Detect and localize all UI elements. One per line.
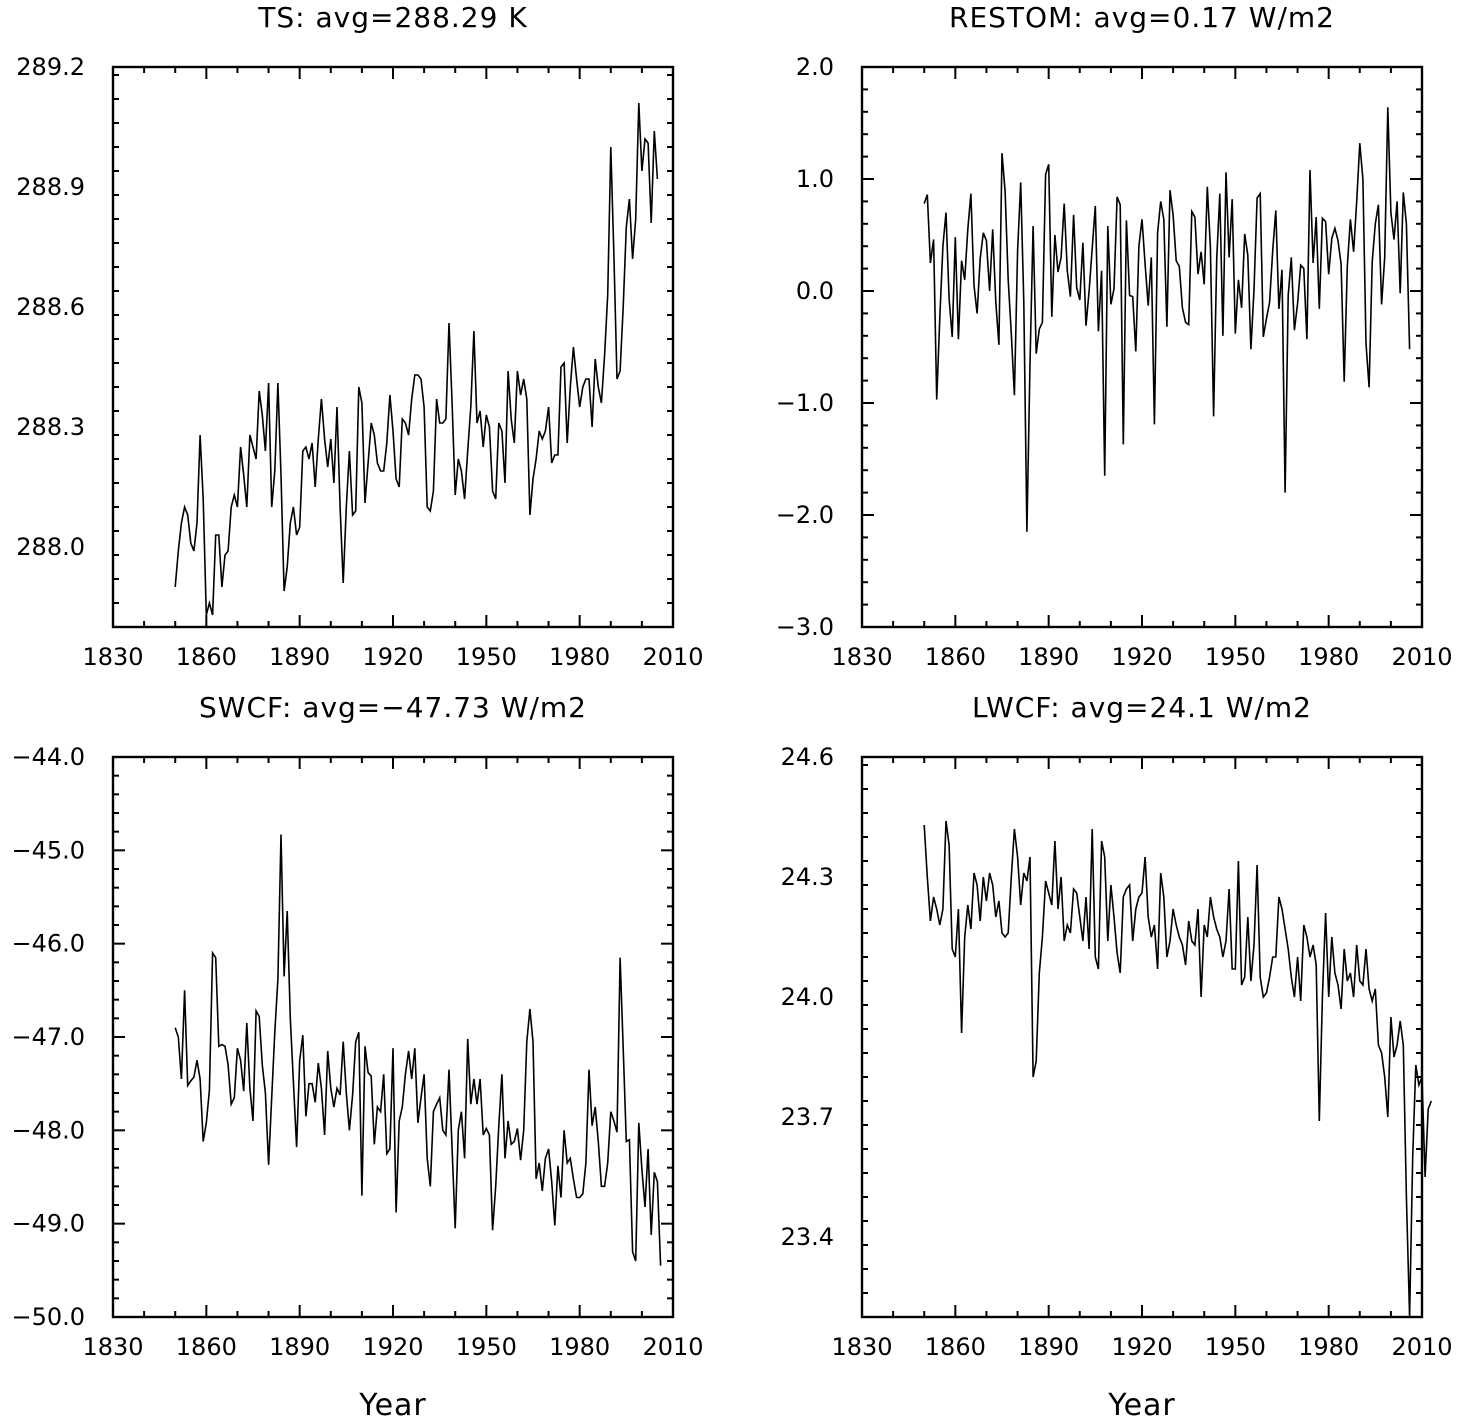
x-tick-label: 1890 (269, 1333, 330, 1361)
panel-title: TS: avg=288.29 K (257, 1, 527, 34)
panel-lwcf: LWCF: avg=24.1 W/m2 Year 1830 1860 1890 192… (781, 691, 1453, 1416)
x-tick-label: 1920 (1111, 1333, 1172, 1361)
panel-ts: TS: avg=288.29 K 1830 1860 1890 1920 1950 198… (16, 1, 703, 671)
panel-title: SWCF: avg=−47.73 W/m2 (199, 691, 587, 724)
series-line (923, 107, 1411, 532)
y-tick-label: −46.0 (11, 930, 85, 958)
x-tick-label: 1920 (362, 643, 423, 671)
y-tick-label: −47.0 (11, 1023, 85, 1051)
x-tick-label: 2010 (642, 1333, 703, 1361)
x-tick-label: 1860 (176, 1333, 237, 1361)
panel-title: RESTOM: avg=0.17 W/m2 (949, 1, 1335, 34)
y-tick-label: −1.0 (776, 389, 834, 417)
y-tick-label: 1.0 (796, 165, 834, 193)
x-tick-label: 1920 (362, 1333, 423, 1361)
y-tick-label: 24.6 (781, 743, 834, 771)
plot-frame (111, 65, 675, 629)
series-line (174, 102, 659, 616)
x-tick-label: 1830 (831, 643, 892, 671)
y-tick-label: −50.0 (11, 1303, 85, 1331)
x-tick-label: 1980 (1298, 643, 1359, 671)
x-tick-label: 1860 (176, 643, 237, 671)
y-tick-label: 288.0 (16, 533, 85, 561)
y-tick-label: 0.0 (796, 277, 834, 305)
plot-frame (111, 755, 675, 1319)
x-tick-label: 1980 (549, 643, 610, 671)
y-tick-label: 288.6 (16, 293, 85, 321)
x-tick-label: 1890 (1018, 643, 1079, 671)
x-tick-label: 1890 (269, 643, 330, 671)
x-tick-label: 1980 (1298, 1333, 1359, 1361)
x-tick-label: 1980 (549, 1333, 610, 1361)
y-tick-label: −3.0 (776, 613, 834, 641)
y-tick-label: 23.4 (781, 1223, 834, 1251)
x-tick-label: 1950 (456, 643, 517, 671)
y-tick-label: 23.7 (781, 1103, 834, 1131)
panel-restom: RESTOM: avg=0.17 W/m2 1830 1860 1890 1920 19… (776, 1, 1453, 671)
y-tick-label: −45.0 (11, 836, 85, 864)
y-tick-label: 24.0 (781, 983, 834, 1011)
x-tick-label: 1830 (831, 1333, 892, 1361)
y-tick-label: −48.0 (11, 1116, 85, 1144)
y-tick-label: 2.0 (796, 53, 834, 81)
y-tick-label: −2.0 (776, 501, 834, 529)
x-tick-label: 1830 (82, 643, 143, 671)
y-tick-label: −49.0 (11, 1210, 85, 1238)
x-tick-label: 1920 (1111, 643, 1172, 671)
x-tick-label: 1890 (1018, 1333, 1079, 1361)
y-tick-label: 288.9 (16, 173, 85, 201)
y-tick-label: 289.2 (16, 53, 85, 81)
series-line (923, 820, 1433, 1318)
x-tick-label: 1950 (456, 1333, 517, 1361)
x-axis-label: Year (358, 1388, 427, 1416)
y-tick-label: 288.3 (16, 413, 85, 441)
x-tick-label: 1950 (1205, 1333, 1266, 1361)
x-tick-label: 1860 (925, 643, 986, 671)
series-line (174, 834, 662, 1266)
x-tick-label: 1950 (1205, 643, 1266, 671)
x-tick-label: 1830 (82, 1333, 143, 1361)
y-tick-label: −44.0 (11, 743, 85, 771)
y-tick-label: 24.3 (781, 863, 834, 891)
panel-title: LWCF: avg=24.1 W/m2 (972, 691, 1312, 724)
x-axis-label: Year (1107, 1388, 1176, 1416)
x-tick-label: 2010 (1391, 1333, 1452, 1361)
x-tick-label: 2010 (1391, 643, 1452, 671)
plot-frame (860, 65, 1424, 629)
x-tick-label: 1860 (925, 1333, 986, 1361)
x-tick-label: 2010 (642, 643, 703, 671)
panel-swcf: SWCF: avg=−47.73 W/m2 Year 1830 1860 1890 1… (11, 691, 703, 1416)
